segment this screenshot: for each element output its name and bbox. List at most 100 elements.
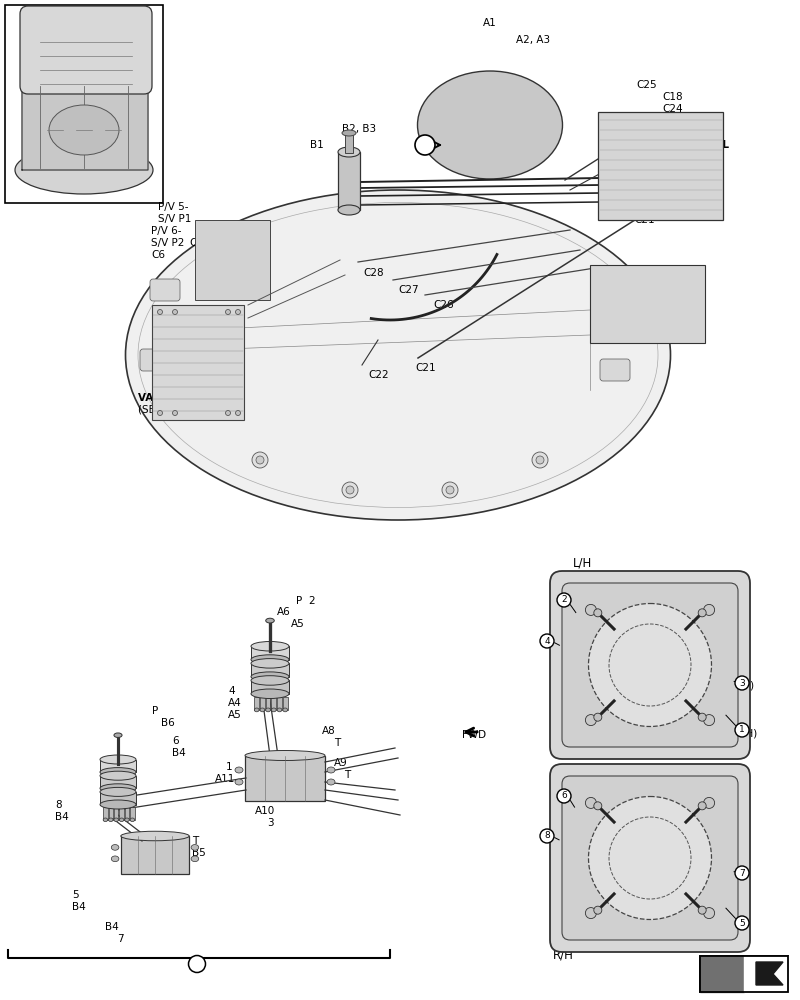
Ellipse shape xyxy=(251,676,289,685)
Bar xyxy=(251,646,289,660)
Bar xyxy=(254,697,259,710)
Ellipse shape xyxy=(338,147,360,157)
Ellipse shape xyxy=(418,71,562,179)
Ellipse shape xyxy=(254,708,259,712)
Ellipse shape xyxy=(109,818,113,822)
Bar xyxy=(277,697,282,710)
Circle shape xyxy=(532,452,548,468)
Circle shape xyxy=(594,713,602,721)
Text: B4: B4 xyxy=(72,902,86,912)
Bar xyxy=(114,807,118,820)
Text: C25: C25 xyxy=(636,80,657,90)
Circle shape xyxy=(442,482,458,498)
Ellipse shape xyxy=(125,818,130,822)
Ellipse shape xyxy=(100,771,136,780)
Text: S/V P2: S/V P2 xyxy=(151,238,184,248)
Text: C27: C27 xyxy=(398,285,418,295)
Text: A: A xyxy=(193,959,201,969)
Text: C5: C5 xyxy=(189,238,203,248)
Bar xyxy=(152,305,244,420)
Bar xyxy=(260,697,265,710)
Bar xyxy=(5,5,163,203)
Circle shape xyxy=(235,410,241,416)
Bar xyxy=(245,756,325,800)
FancyBboxPatch shape xyxy=(550,764,750,952)
Bar xyxy=(100,760,136,772)
Ellipse shape xyxy=(266,618,274,623)
Circle shape xyxy=(735,723,749,737)
Text: P: P xyxy=(296,596,302,606)
Text: A4: A4 xyxy=(228,698,242,708)
Polygon shape xyxy=(756,962,783,985)
Text: A9: A9 xyxy=(334,758,348,768)
Text: ARM(R): ARM(R) xyxy=(556,833,594,843)
Circle shape xyxy=(586,715,596,726)
FancyBboxPatch shape xyxy=(600,359,630,381)
Ellipse shape xyxy=(191,856,198,862)
Circle shape xyxy=(540,829,554,843)
Ellipse shape xyxy=(121,831,189,841)
Ellipse shape xyxy=(260,708,265,712)
Ellipse shape xyxy=(49,105,119,155)
Ellipse shape xyxy=(342,130,356,136)
Circle shape xyxy=(158,410,162,416)
Ellipse shape xyxy=(126,190,670,520)
Bar xyxy=(103,807,108,820)
Text: L/H: L/H xyxy=(574,556,593,569)
Text: 1: 1 xyxy=(739,726,745,734)
Ellipse shape xyxy=(266,708,270,712)
Ellipse shape xyxy=(235,767,243,773)
Circle shape xyxy=(704,797,714,808)
Bar xyxy=(100,776,136,788)
Text: SWING(L): SWING(L) xyxy=(695,920,745,930)
Text: VALVE, SOLENOID: VALVE, SOLENOID xyxy=(138,393,242,403)
Ellipse shape xyxy=(15,146,153,194)
Text: C6: C6 xyxy=(151,250,165,260)
Circle shape xyxy=(698,906,706,914)
Text: 5: 5 xyxy=(739,918,745,928)
Bar xyxy=(700,956,788,992)
Text: FWD: FWD xyxy=(462,730,486,740)
Circle shape xyxy=(173,410,178,416)
Text: P: P xyxy=(553,908,559,918)
Ellipse shape xyxy=(251,655,289,664)
Bar xyxy=(345,133,353,153)
Ellipse shape xyxy=(103,818,108,822)
Ellipse shape xyxy=(271,708,276,712)
Bar xyxy=(590,265,705,343)
Text: A2, A3: A2, A3 xyxy=(516,35,550,45)
Circle shape xyxy=(346,486,354,494)
Circle shape xyxy=(589,796,711,920)
Text: VALVE, CONTROL: VALVE, CONTROL xyxy=(630,140,729,150)
Bar xyxy=(121,836,189,874)
Circle shape xyxy=(704,604,714,615)
Circle shape xyxy=(235,310,241,314)
FancyBboxPatch shape xyxy=(20,6,152,94)
Text: 8: 8 xyxy=(55,800,62,810)
Circle shape xyxy=(586,604,596,615)
Circle shape xyxy=(536,456,544,464)
Bar xyxy=(266,697,270,710)
Text: C18: C18 xyxy=(662,92,682,102)
Bar xyxy=(119,807,124,820)
Bar xyxy=(271,697,276,710)
Circle shape xyxy=(540,634,554,648)
Bar xyxy=(125,807,130,820)
Circle shape xyxy=(594,802,602,810)
Text: A5: A5 xyxy=(228,710,242,720)
Bar xyxy=(251,663,289,677)
Text: 3: 3 xyxy=(739,678,745,688)
FancyBboxPatch shape xyxy=(150,279,180,301)
Circle shape xyxy=(735,916,749,930)
Text: BOOM(H): BOOM(H) xyxy=(706,680,754,690)
Text: 4: 4 xyxy=(544,637,550,646)
Text: (SEE FIG160-17): (SEE FIG160-17) xyxy=(597,315,682,325)
Text: A5: A5 xyxy=(291,619,305,629)
Text: 7: 7 xyxy=(117,934,124,944)
Text: BUCKET(H): BUCKET(H) xyxy=(700,728,758,738)
Circle shape xyxy=(189,956,206,972)
Text: 2: 2 xyxy=(308,596,314,606)
Text: B4: B4 xyxy=(105,922,118,932)
Ellipse shape xyxy=(119,818,124,822)
Text: T: T xyxy=(192,836,198,846)
